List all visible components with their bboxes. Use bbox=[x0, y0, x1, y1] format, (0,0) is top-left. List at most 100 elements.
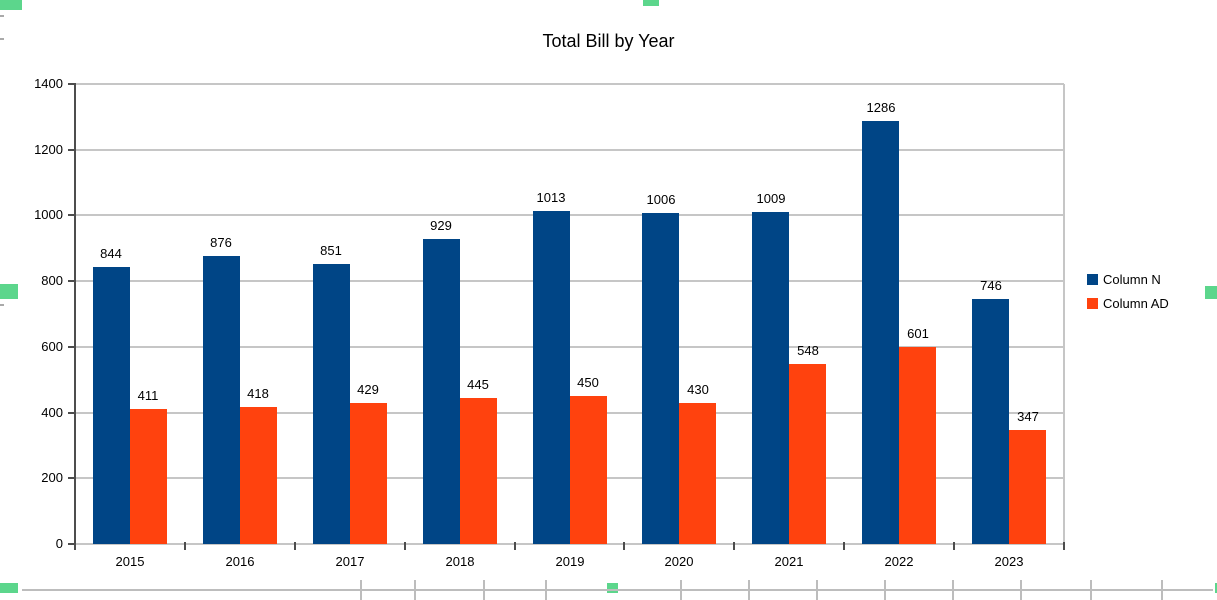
x-axis-tick bbox=[404, 542, 406, 550]
legend-item[interactable]: Column AD bbox=[1087, 295, 1169, 311]
bar-column-n[interactable] bbox=[862, 121, 899, 544]
y-axis-tick bbox=[68, 477, 75, 479]
y-axis-label: 1400 bbox=[34, 76, 63, 91]
y-axis-tick bbox=[68, 214, 75, 216]
resize-handle-top-left[interactable] bbox=[0, 0, 22, 10]
sheet-column-line bbox=[952, 580, 954, 600]
sheet-column-line bbox=[414, 580, 416, 600]
y-axis-tick bbox=[68, 280, 75, 282]
legend-label: Column N bbox=[1103, 271, 1161, 287]
bar-data-label: 450 bbox=[577, 375, 599, 390]
y-axis-tick bbox=[68, 543, 75, 545]
sheet-column-line bbox=[1020, 580, 1022, 600]
bar-column-ad[interactable] bbox=[350, 403, 387, 544]
sheet-row-line-sliver bbox=[0, 15, 4, 17]
x-axis-tick bbox=[74, 542, 76, 550]
sheet-column-line bbox=[748, 580, 750, 600]
x-axis-label: 2020 bbox=[664, 554, 694, 569]
x-axis-label: 2019 bbox=[555, 554, 585, 569]
y-axis-label: 1000 bbox=[34, 207, 63, 222]
bar-data-label: 876 bbox=[210, 235, 232, 250]
x-axis-label: 2018 bbox=[445, 554, 475, 569]
x-axis-tick bbox=[294, 542, 296, 550]
bar-column-n[interactable] bbox=[752, 212, 789, 544]
legend-item[interactable]: Column N bbox=[1087, 271, 1169, 287]
bar-column-ad[interactable] bbox=[570, 396, 607, 544]
bar-column-n[interactable] bbox=[313, 264, 350, 544]
y-axis-label: 200 bbox=[41, 470, 63, 485]
bar-data-label: 601 bbox=[907, 326, 929, 341]
bar-column-n[interactable] bbox=[203, 256, 240, 544]
x-axis-tick bbox=[1063, 542, 1065, 550]
sheet-row-line-sliver bbox=[0, 38, 4, 40]
y-axis-label: 0 bbox=[55, 536, 63, 551]
bar-data-label: 1286 bbox=[866, 100, 896, 115]
bar-column-ad[interactable] bbox=[460, 398, 497, 544]
legend[interactable]: Column N Column AD bbox=[1087, 271, 1169, 319]
bar-data-label: 1009 bbox=[756, 191, 786, 206]
y-axis-tick bbox=[68, 149, 75, 151]
sheet-column-line bbox=[1090, 580, 1092, 600]
bar-data-label: 418 bbox=[247, 386, 269, 401]
x-axis-tick bbox=[623, 542, 625, 550]
x-axis-label: 2021 bbox=[774, 554, 804, 569]
resize-handle-left-middle[interactable] bbox=[0, 284, 18, 299]
bar-column-ad[interactable] bbox=[679, 403, 716, 544]
bar-data-label: 347 bbox=[1017, 409, 1039, 424]
y-axis-tick bbox=[68, 83, 75, 85]
bar-data-label: 411 bbox=[137, 388, 159, 403]
x-axis-label: 2015 bbox=[115, 554, 145, 569]
x-axis-tick bbox=[843, 542, 845, 550]
bar-data-label: 844 bbox=[100, 246, 122, 261]
bar-column-ad[interactable] bbox=[240, 407, 277, 544]
bar-data-label: 1006 bbox=[646, 192, 676, 207]
legend-color-chip bbox=[1087, 273, 1098, 285]
sheet-column-line bbox=[680, 580, 682, 600]
bar-data-label: 746 bbox=[980, 278, 1002, 293]
plot-right-border bbox=[1063, 84, 1065, 544]
y-gridline bbox=[75, 149, 1064, 151]
resize-handle-bottom-right[interactable] bbox=[1215, 583, 1217, 593]
legend-color-chip bbox=[1087, 297, 1098, 309]
bar-data-label: 929 bbox=[430, 218, 452, 233]
x-axis-tick bbox=[514, 542, 516, 550]
bar-column-n[interactable] bbox=[533, 211, 570, 544]
sheet-column-line bbox=[360, 580, 362, 600]
resize-handle-bottom-middle[interactable] bbox=[607, 583, 618, 593]
bar-column-n[interactable] bbox=[972, 299, 1009, 544]
y-axis-tick bbox=[68, 346, 75, 348]
sheet-column-line bbox=[816, 580, 818, 600]
x-axis-tick bbox=[184, 542, 186, 550]
x-axis-label: 2016 bbox=[225, 554, 255, 569]
sheet-column-line bbox=[1161, 580, 1163, 600]
y-axis-tick bbox=[68, 412, 75, 414]
bar-column-n[interactable] bbox=[642, 213, 679, 544]
resize-handle-bottom-left[interactable] bbox=[0, 583, 18, 593]
y-axis-label: 1200 bbox=[34, 142, 63, 157]
sheet-row-line bbox=[22, 589, 1213, 591]
resize-handle-top-middle[interactable] bbox=[643, 0, 659, 6]
legend-label: Column AD bbox=[1103, 295, 1169, 311]
bar-data-label: 851 bbox=[320, 243, 342, 258]
bar-data-label: 430 bbox=[687, 382, 709, 397]
x-axis-label: 2023 bbox=[994, 554, 1024, 569]
bar-column-ad[interactable] bbox=[130, 409, 167, 544]
x-axis-label: 2017 bbox=[335, 554, 365, 569]
chart-title: Total Bill by Year bbox=[542, 31, 675, 51]
bar-column-ad[interactable] bbox=[1009, 430, 1046, 544]
y-axis-label: 600 bbox=[41, 339, 63, 354]
y-axis-label: 800 bbox=[41, 273, 63, 288]
bar-column-ad[interactable] bbox=[789, 364, 826, 544]
bar-data-label: 445 bbox=[467, 377, 489, 392]
y-axis-line bbox=[74, 83, 76, 550]
bar-data-label: 1013 bbox=[536, 190, 566, 205]
y-gridline bbox=[75, 83, 1064, 85]
bar-column-n[interactable] bbox=[423, 239, 460, 544]
sheet-column-line bbox=[545, 580, 547, 600]
bar-column-ad[interactable] bbox=[899, 347, 936, 544]
resize-handle-right-middle[interactable] bbox=[1205, 286, 1217, 299]
x-axis-tick bbox=[953, 542, 955, 550]
bar-column-n[interactable] bbox=[93, 267, 130, 544]
